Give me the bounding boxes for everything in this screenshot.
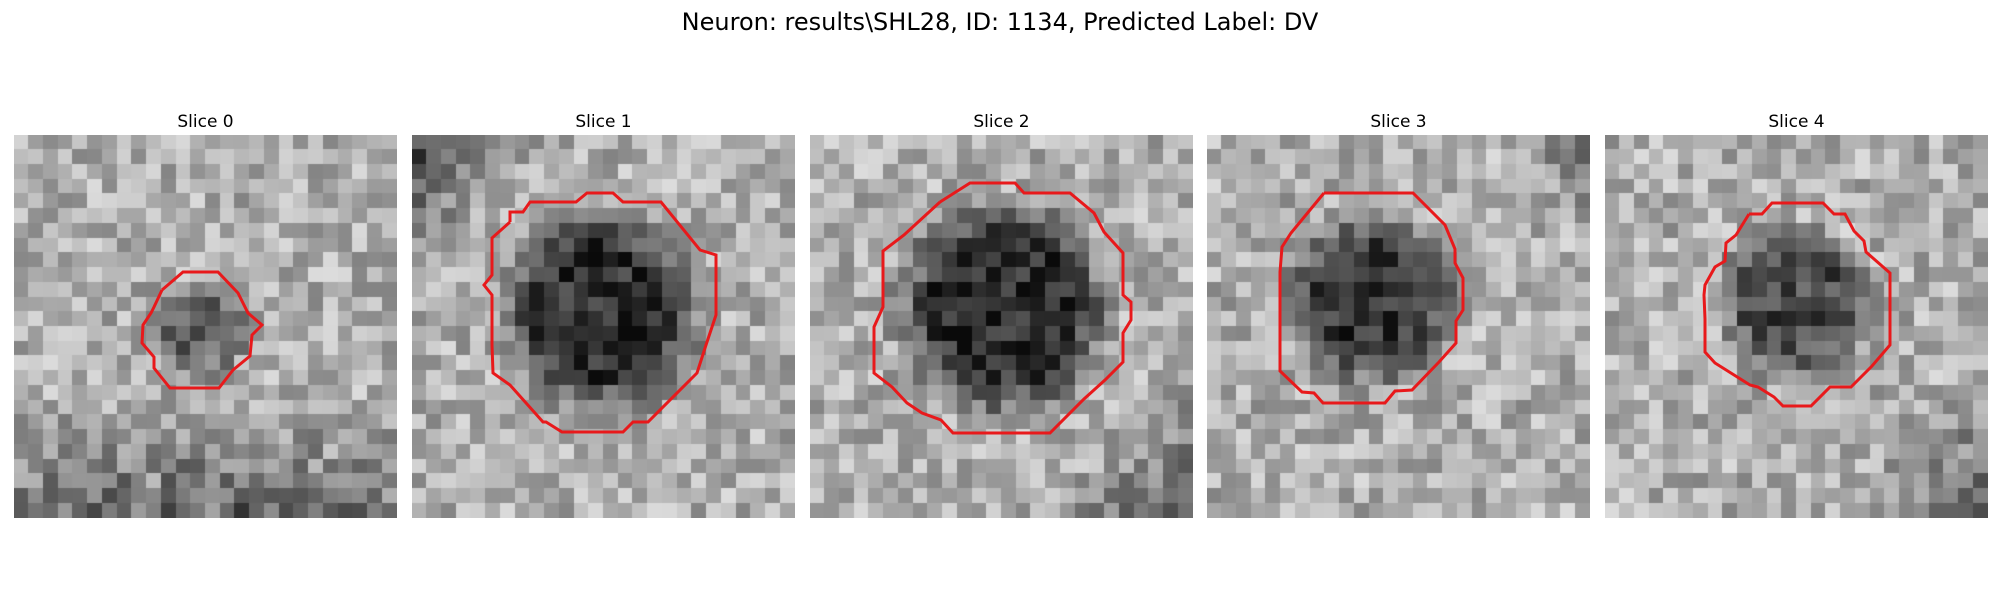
slice-title: Slice 2 bbox=[973, 112, 1030, 132]
figure-title: Neuron: results\SHL28, ID: 1134, Predict… bbox=[681, 8, 1319, 36]
roi-contour bbox=[1702, 201, 1892, 408]
slice-title: Slice 0 bbox=[177, 112, 234, 132]
slice-title: Slice 1 bbox=[575, 112, 632, 132]
slice-title: Slice 3 bbox=[1370, 112, 1427, 132]
slice-panel-3: Slice 3 bbox=[1207, 109, 1590, 518]
slice-panel-2: Slice 2 bbox=[810, 109, 1193, 518]
slice-panel-0: Slice 0 bbox=[14, 109, 397, 518]
slice-image bbox=[412, 135, 795, 518]
slice-panel-1: Slice 1 bbox=[412, 109, 795, 518]
roi-contour bbox=[1278, 191, 1465, 405]
slice-image bbox=[1207, 135, 1590, 518]
roi-contour bbox=[482, 191, 718, 434]
roi-contour bbox=[872, 181, 1133, 435]
slice-title: Slice 4 bbox=[1768, 112, 1825, 132]
slice-panel-4: Slice 4 bbox=[1605, 109, 1988, 518]
slice-image bbox=[14, 135, 397, 518]
roi-contour bbox=[140, 270, 265, 390]
slice-image bbox=[1605, 135, 1988, 518]
